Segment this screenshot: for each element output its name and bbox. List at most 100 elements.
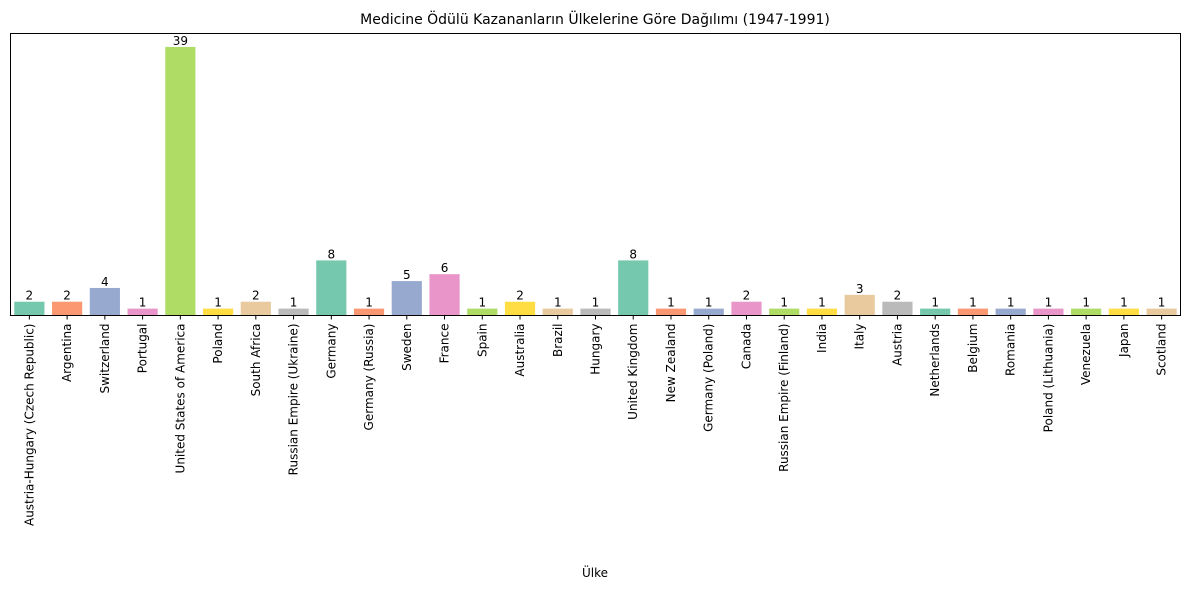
x-tick-label: Germany	[324, 324, 338, 379]
bar-canada	[731, 301, 762, 316]
x-tick-label: Switzerland	[98, 324, 112, 394]
x-tick-label: Russian Empire (Ukraine)	[287, 324, 301, 476]
bar-poland	[202, 308, 234, 316]
bar-russian-empire-ukraine	[278, 308, 309, 316]
x-tick-label: Spain	[475, 324, 489, 358]
data-label: 2	[26, 289, 34, 303]
bar-hungary	[580, 308, 611, 316]
plot-area-frame	[10, 33, 1181, 316]
x-tick-label: Poland	[211, 324, 225, 364]
data-label: 2	[743, 289, 751, 303]
bar-austria-hungary-czech-republic	[14, 301, 45, 316]
data-label: 1	[554, 296, 562, 310]
bar-poland-lithuania	[1033, 308, 1064, 316]
x-tick-label: Belgium	[966, 324, 980, 373]
bar-japan	[1108, 308, 1139, 316]
data-label: 6	[441, 261, 449, 275]
x-axis-label: Ülke	[582, 564, 608, 580]
data-label: 1	[365, 296, 373, 310]
data-label: 2	[63, 289, 71, 303]
bar-argentina	[52, 301, 83, 316]
bar-brazil	[542, 308, 573, 316]
bar-scotland	[1146, 308, 1177, 316]
data-label: 1	[478, 296, 486, 310]
x-tick-label: United Kingdom	[626, 324, 640, 420]
data-label: 5	[403, 268, 411, 282]
data-label: 8	[327, 247, 335, 261]
x-tick-label: Poland (Lithuania)	[1041, 324, 1055, 433]
x-tick-label: United States of America	[173, 324, 187, 474]
data-label: 1	[1082, 296, 1090, 310]
data-label: 1	[931, 296, 939, 310]
x-tick-label: Hungary	[589, 324, 603, 375]
bar-australia	[504, 301, 536, 316]
data-label: 1	[969, 296, 977, 310]
bar-belgium	[957, 308, 989, 316]
x-tick-label: India	[815, 324, 829, 353]
data-label: 1	[705, 296, 713, 310]
data-label: 8	[629, 247, 637, 261]
chart-title: Medicine Ödülü Kazananların Ülkelerine G…	[360, 10, 830, 28]
bar-sweden	[391, 281, 422, 316]
data-label: 1	[139, 296, 147, 310]
bar-romania	[995, 308, 1026, 316]
data-label: 1	[1120, 296, 1128, 310]
x-tick-label: Austria-Hungary (Czech Republic)	[22, 324, 36, 527]
bar-france	[429, 274, 460, 316]
data-label: 1	[290, 296, 298, 310]
bar-germany-poland	[693, 308, 724, 316]
x-tick-label: Brazil	[551, 324, 565, 358]
x-tick-label: New Zealand	[664, 324, 678, 403]
data-label: 2	[252, 289, 260, 303]
x-tick-label: Germany (Russia)	[362, 324, 376, 431]
x-tick-label: Sweden	[400, 324, 414, 371]
x-tick-label: Germany (Poland)	[702, 324, 716, 432]
bar-germany	[316, 260, 347, 316]
x-tick-label: Russian Empire (Finland)	[777, 324, 791, 472]
data-label: 1	[214, 296, 222, 310]
bar-new-zealand	[655, 308, 687, 316]
x-tick-label: France	[438, 324, 452, 364]
data-label: 1	[1045, 296, 1053, 310]
data-label: 1	[818, 296, 826, 310]
bar-south-africa	[240, 301, 271, 316]
bar-united-kingdom	[618, 260, 649, 316]
data-label: 1	[780, 296, 788, 310]
data-label: 2	[894, 289, 902, 303]
x-tick-label: Australia	[513, 324, 527, 377]
data-label: 1	[1158, 296, 1166, 310]
x-tick-label: Argentina	[60, 324, 74, 383]
bar-portugal	[127, 308, 158, 316]
x-tick-label: Italy	[853, 324, 867, 350]
x-tick-label: Venezuela	[1079, 324, 1093, 386]
x-tick-label: Japan	[1117, 324, 1131, 358]
bar-netherlands	[920, 308, 951, 316]
data-label: 2	[516, 289, 524, 303]
data-label: 3	[856, 282, 864, 296]
bar-austria	[882, 301, 913, 316]
x-tick-label: Netherlands	[928, 324, 942, 397]
bar-switzerland	[89, 287, 120, 316]
data-label: 1	[1007, 296, 1015, 310]
data-label: 4	[101, 275, 109, 289]
bar-germany-russia	[353, 308, 385, 316]
data-label: 1	[592, 296, 600, 310]
bar-italy	[844, 294, 875, 316]
x-axis-ticks: Austria-Hungary (Czech Republic) Argentin…	[22, 315, 1169, 527]
x-tick-label: Scotland	[1155, 324, 1169, 376]
bar-spain	[467, 308, 498, 316]
x-tick-label: Portugal	[136, 324, 150, 374]
data-label: 39	[173, 34, 188, 48]
bars-group	[14, 46, 1177, 316]
x-tick-label: Austria	[890, 324, 904, 366]
bar-venezuela	[1071, 308, 1102, 316]
bar-russian-empire-finland	[769, 308, 800, 316]
bar-india	[806, 308, 838, 316]
data-label: 1	[667, 296, 675, 310]
bar-united-states-of-america	[165, 46, 196, 316]
x-tick-label: Canada	[739, 324, 753, 370]
x-tick-label: Romania	[1004, 324, 1018, 376]
x-tick-label: South Africa	[249, 324, 263, 397]
